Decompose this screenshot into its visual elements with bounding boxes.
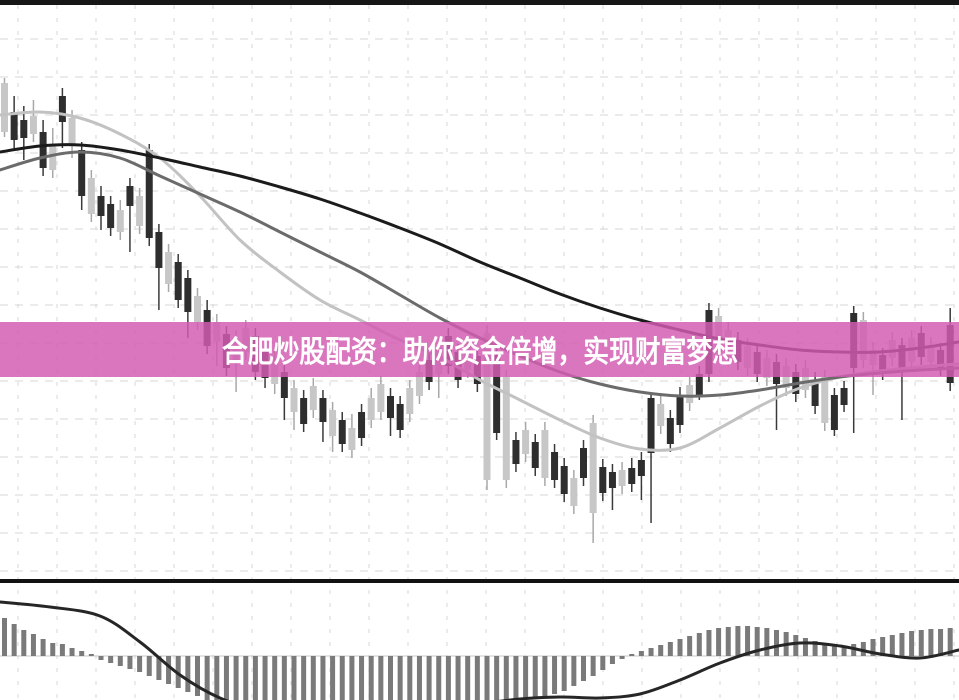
macd-panel-layer	[0, 600, 959, 700]
ma-slow-black	[0, 143, 959, 354]
panel-separator-line	[0, 579, 959, 583]
top-border-bar	[0, 0, 959, 5]
promo-banner-text: 合肥炒股配资：助你资金倍增，实现财富梦想	[222, 335, 738, 369]
promo-banner	[0, 322, 959, 377]
